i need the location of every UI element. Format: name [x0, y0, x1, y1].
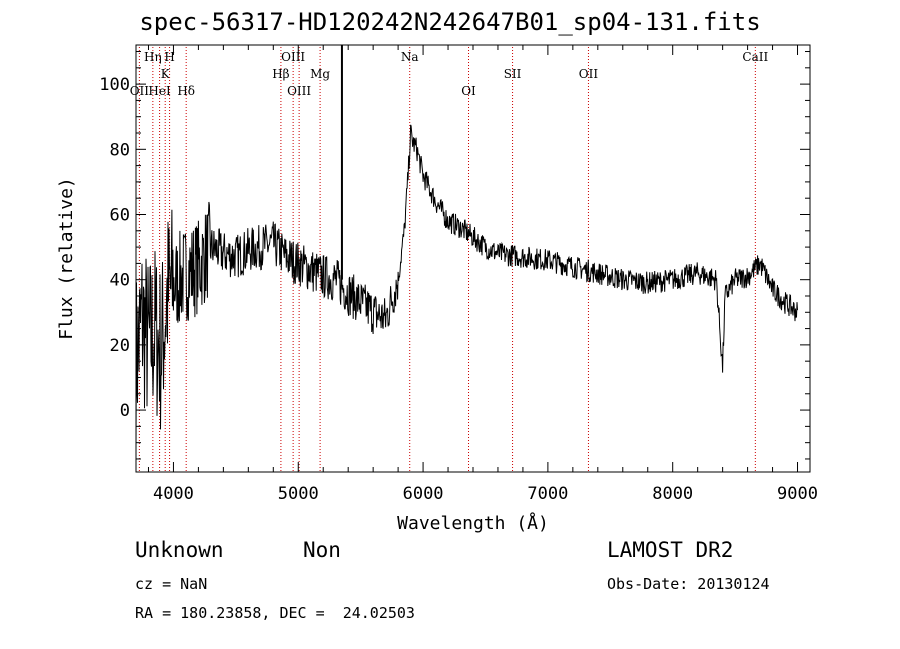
class-label: Unknown: [135, 538, 224, 562]
redshift-text: cz = NaN: [135, 575, 208, 593]
line-marker-label: Hβ: [272, 67, 289, 81]
line-marker-label: H: [164, 50, 174, 64]
y-tick-label: 80: [110, 140, 130, 160]
spectrum-line: [135, 124, 798, 451]
line-marker-label: Hδ: [177, 84, 195, 98]
line-marker-label: OII: [579, 67, 599, 81]
line-marker-label: K: [161, 67, 171, 81]
line-marker-label: OIII: [281, 50, 305, 64]
plot-frame: [135, 44, 811, 473]
line-marker-label: HeI: [148, 84, 171, 98]
obs-date-text: Obs-Date: 20130124: [607, 575, 770, 593]
line-marker-label: Na: [401, 50, 419, 64]
x-tick-label: 8000: [652, 484, 693, 504]
line-marker-label: SII: [504, 67, 522, 81]
y-tick-label: 20: [110, 336, 130, 356]
x-tick-label: 4000: [153, 484, 194, 504]
x-tick-label: 5000: [278, 484, 319, 504]
y-tick-label: 0: [120, 401, 130, 421]
coordinates-text: RA = 180.23858, DEC = 24.02503: [135, 604, 415, 622]
y-tick-label: 40: [110, 271, 130, 291]
chart-title: spec-56317-HD120242N242647B01_sp04-131.f…: [139, 8, 761, 36]
line-marker-label: CaII: [742, 50, 768, 64]
line-marker-label: OII: [130, 84, 150, 98]
line-marker-label: Hη: [144, 50, 162, 64]
spectrum-plot: OII Hη HeI KH Hδ Hβ OIII OIII Mg Na OI OII SII CaII 40…: [56, 44, 818, 534]
y-axis-label: Flux (relative): [56, 177, 77, 340]
line-marker-label: Mg: [310, 67, 330, 81]
y-tick-label: 100: [99, 75, 130, 95]
survey-label: LAMOST DR2: [607, 538, 734, 562]
line-marker-label: OI: [461, 84, 476, 98]
x-tick-label: 9000: [777, 484, 818, 504]
y-tick-label: 60: [110, 205, 130, 225]
line-marker-label: OIII: [287, 84, 311, 98]
subclass-label: Non: [303, 538, 341, 562]
x-tick-label: 6000: [403, 484, 444, 504]
x-axis-label: Wavelength (Å): [397, 512, 549, 534]
x-tick-label: 7000: [527, 484, 568, 504]
